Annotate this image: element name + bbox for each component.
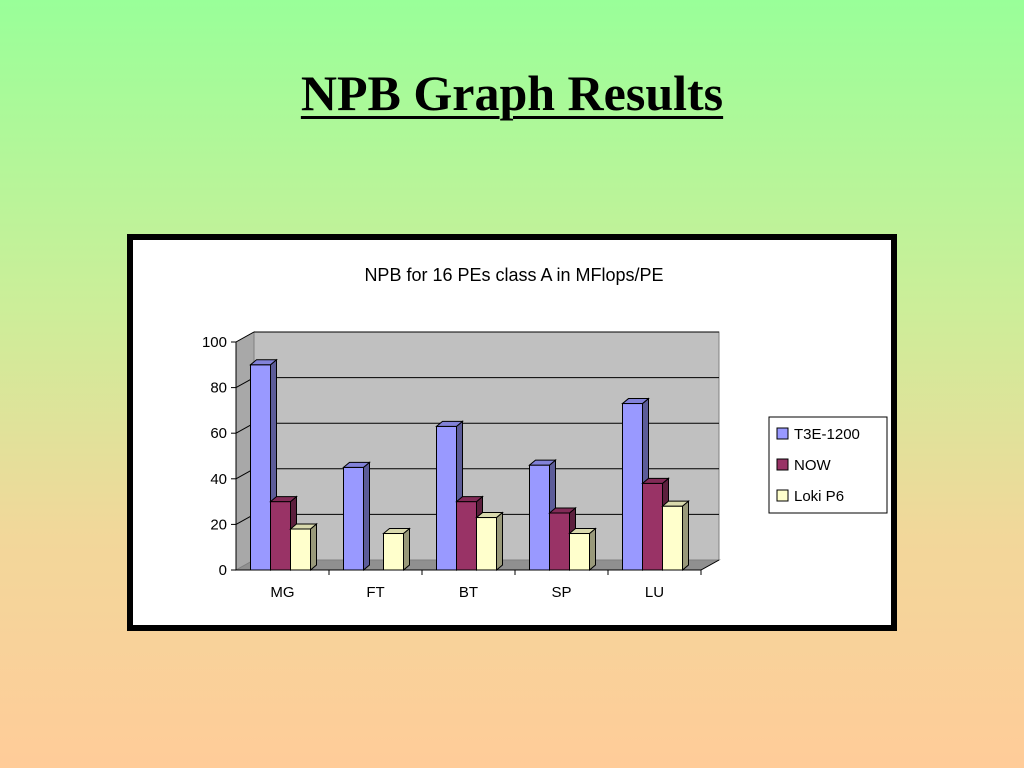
x-tick-label: BT <box>459 584 478 601</box>
bar-top <box>269 496 298 503</box>
bar-side <box>363 461 370 572</box>
bar-front <box>529 464 550 571</box>
legend-swatch <box>776 489 789 502</box>
bar-top <box>548 507 577 514</box>
legend-label: T3E-1200 <box>794 426 860 443</box>
bar <box>342 461 371 572</box>
y-tick-label: 60 <box>210 425 227 442</box>
bar-front <box>642 482 663 571</box>
bar-front <box>622 403 643 571</box>
legend-label: Loki P6 <box>794 488 844 505</box>
bar-front <box>436 425 457 571</box>
bar-side <box>403 527 410 572</box>
bar-top <box>249 359 278 366</box>
gridline-side <box>235 331 255 343</box>
bar-front <box>343 466 364 571</box>
bar-side <box>310 522 317 572</box>
bar-front <box>290 528 311 571</box>
bar-top <box>568 528 597 535</box>
y-tick-label: 100 <box>202 334 227 351</box>
bar-top <box>289 523 318 530</box>
y-tick-label: 40 <box>210 471 227 488</box>
bar-front <box>569 533 590 571</box>
bar-top <box>435 420 464 427</box>
bar-side <box>589 527 596 572</box>
y-tick-label: 80 <box>210 380 227 397</box>
bar <box>475 511 504 572</box>
bar-front <box>270 501 291 571</box>
bar-front <box>549 512 570 571</box>
chart-frame: NPB for 16 PEs class A in MFlops/PE 0 20 4… <box>127 234 897 631</box>
bar-front <box>383 533 404 571</box>
x-tick-label: FT <box>366 584 384 601</box>
bar <box>568 527 597 572</box>
bar-front <box>456 501 477 571</box>
bar-top <box>455 496 484 503</box>
x-tick-label: SP <box>551 584 571 601</box>
slide-title: NPB Graph Results <box>300 65 724 121</box>
legend-box <box>768 416 888 514</box>
bar <box>289 522 318 572</box>
chart-legend: T3E-1200 NOW Loki P6 <box>768 416 888 514</box>
bar-front <box>250 364 271 571</box>
legend-swatch <box>776 458 789 471</box>
bar-top <box>621 398 650 405</box>
y-tick-label: 20 <box>210 516 227 533</box>
bar-top <box>528 459 557 466</box>
bar-front <box>662 505 683 571</box>
bar-front <box>476 517 497 571</box>
bar-chart: NPB for 16 PEs class A in MFlops/PE 0 20 4… <box>202 265 888 601</box>
legend-label: NOW <box>794 457 832 474</box>
bar-top <box>382 528 411 535</box>
bar <box>382 527 411 572</box>
bar-top <box>342 461 371 468</box>
bar-top <box>641 477 670 484</box>
bar-side <box>682 500 689 572</box>
x-tick-label: LU <box>645 584 664 601</box>
x-tick-label: MG <box>270 584 294 601</box>
y-tick-label: 0 <box>219 562 227 579</box>
legend-swatch <box>776 427 789 440</box>
bar-top <box>661 500 690 507</box>
bar-top <box>475 512 504 519</box>
bar-side <box>496 511 503 572</box>
bar <box>661 500 690 572</box>
chart-title: NPB for 16 PEs class A in MFlops/PE <box>364 265 663 285</box>
x-axis-depth <box>700 559 720 571</box>
